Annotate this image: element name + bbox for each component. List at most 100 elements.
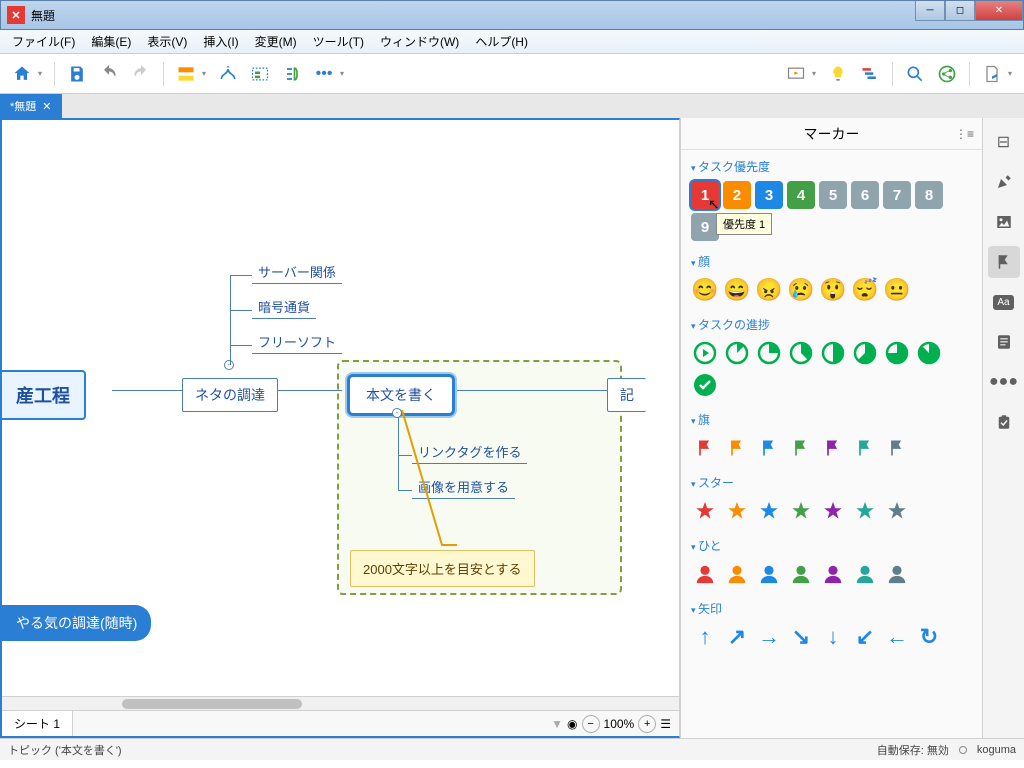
marker-flag[interactable] — [755, 434, 783, 462]
home-dropdown[interactable]: ▾ — [38, 69, 42, 78]
marker-section-title[interactable]: ひと — [691, 537, 972, 554]
image-icon[interactable] — [988, 206, 1020, 238]
marker-progress[interactable] — [851, 339, 879, 367]
marker-arrow[interactable]: ↓ — [819, 623, 847, 651]
maximize-button[interactable]: ◻ — [945, 1, 975, 21]
idea-button[interactable] — [824, 60, 852, 88]
marker-progress[interactable] — [883, 339, 911, 367]
more-button[interactable]: ••• — [310, 60, 338, 88]
menu-edit[interactable]: 編集(E) — [83, 30, 139, 53]
boundary-button[interactable] — [246, 60, 274, 88]
marker-section-title[interactable]: 矢印 — [691, 600, 972, 617]
marker-arrow[interactable]: ↙ — [851, 623, 879, 651]
callout-note[interactable]: 2000文字以上を目安とする — [350, 550, 535, 587]
marker-priority-3[interactable]: 3 — [755, 181, 783, 209]
marker-face[interactable]: 😲 — [819, 276, 847, 304]
marker-flag[interactable] — [851, 434, 879, 462]
zoom-out-button[interactable]: − — [582, 715, 600, 733]
more-dropdown[interactable]: ▾ — [340, 69, 344, 78]
marker-priority-2[interactable]: 2 — [723, 181, 751, 209]
marker-person[interactable] — [883, 560, 911, 588]
marker-star[interactable] — [883, 497, 911, 525]
marker-arrow[interactable]: → — [755, 623, 783, 651]
close-button[interactable]: ✕ — [975, 1, 1023, 21]
search-button[interactable] — [901, 60, 929, 88]
home-button[interactable] — [8, 60, 36, 88]
marker-priority-1[interactable]: 1 — [691, 181, 719, 209]
marker-progress[interactable] — [787, 339, 815, 367]
marker-star[interactable] — [755, 497, 783, 525]
subtopic-freesoft[interactable]: フリーソフト — [252, 330, 342, 354]
marker-person[interactable] — [787, 560, 815, 588]
marker-arrow[interactable]: ↘ — [787, 623, 815, 651]
marker-progress[interactable] — [819, 339, 847, 367]
subtopic-crypto[interactable]: 暗号通貨 — [252, 295, 316, 319]
export-button[interactable] — [978, 60, 1006, 88]
document-tab[interactable]: *無題 ✕ — [0, 94, 62, 118]
minimize-button[interactable]: ─ — [915, 1, 945, 21]
comments-icon[interactable]: ●●● — [988, 366, 1020, 398]
zoom-in-button[interactable]: + — [638, 715, 656, 733]
format-icon[interactable] — [988, 166, 1020, 198]
menu-file[interactable]: ファイル(F) — [4, 30, 83, 53]
tab-close-icon[interactable]: ✕ — [42, 100, 51, 113]
marker-flag[interactable] — [883, 434, 911, 462]
marker-star[interactable] — [723, 497, 751, 525]
menu-modify[interactable]: 変更(M) — [247, 30, 305, 53]
topic-ki[interactable]: 記 — [607, 378, 646, 412]
marker-face[interactable]: 😢 — [787, 276, 815, 304]
marker-face[interactable]: 😊 — [691, 276, 719, 304]
marker-priority-6[interactable]: 6 — [851, 181, 879, 209]
marker-progress[interactable] — [723, 339, 751, 367]
marker-face[interactable]: 😄 — [723, 276, 751, 304]
marker-person[interactable] — [851, 560, 879, 588]
marker-face[interactable]: 😐 — [883, 276, 911, 304]
topic-neta[interactable]: ネタの調達 — [182, 378, 278, 412]
marker-progress[interactable] — [691, 339, 719, 367]
markers-icon[interactable] — [988, 246, 1020, 278]
marker-star[interactable] — [787, 497, 815, 525]
save-button[interactable] — [63, 60, 91, 88]
share-button[interactable] — [933, 60, 961, 88]
subtopic-server[interactable]: サーバー関係 — [252, 260, 342, 284]
marker-person[interactable] — [723, 560, 751, 588]
marker-arrow[interactable]: ← — [883, 623, 911, 651]
topic-button[interactable] — [172, 60, 200, 88]
present-dropdown[interactable]: ▾ — [812, 69, 816, 78]
marker-person[interactable] — [755, 560, 783, 588]
marker-star[interactable] — [819, 497, 847, 525]
menu-icon[interactable]: ☰ — [660, 717, 671, 731]
marker-arrow[interactable]: ↻ — [915, 623, 943, 651]
topic-dropdown[interactable]: ▾ — [202, 69, 206, 78]
marker-arrow[interactable]: ↑ — [691, 623, 719, 651]
marker-flag[interactable] — [819, 434, 847, 462]
menu-view[interactable]: 表示(V) — [139, 30, 195, 53]
marker-flag[interactable] — [787, 434, 815, 462]
marker-section-title[interactable]: タスク優先度 — [691, 158, 972, 175]
marker-flag[interactable] — [723, 434, 751, 462]
summary-button[interactable] — [278, 60, 306, 88]
relationship-button[interactable] — [214, 60, 242, 88]
root-topic[interactable]: 産工程 — [2, 370, 86, 420]
marker-person[interactable] — [691, 560, 719, 588]
marker-star[interactable] — [851, 497, 879, 525]
marker-progress[interactable] — [755, 339, 783, 367]
marker-section-title[interactable]: 顔 — [691, 253, 972, 270]
marker-section-title[interactable]: 旗 — [691, 411, 972, 428]
outline-icon[interactable]: ⊟ — [988, 126, 1020, 158]
horizontal-scrollbar[interactable] — [2, 696, 679, 710]
marker-person[interactable] — [819, 560, 847, 588]
redo-button[interactable] — [127, 60, 155, 88]
marker-progress[interactable] — [691, 371, 719, 399]
export-dropdown[interactable]: ▾ — [1008, 69, 1012, 78]
font-icon[interactable]: Aa — [988, 286, 1020, 318]
sheet-tab[interactable]: シート 1 — [2, 711, 73, 736]
marker-priority-9[interactable]: 9 — [691, 213, 719, 241]
present-button[interactable] — [782, 60, 810, 88]
menu-window[interactable]: ウィンドウ(W) — [372, 30, 467, 53]
marker-section-title[interactable]: スター — [691, 474, 972, 491]
marker-face[interactable]: 😠 — [755, 276, 783, 304]
panel-menu-icon[interactable]: ⋮≡ — [955, 127, 974, 141]
marker-face[interactable]: 😴 — [851, 276, 879, 304]
menu-help[interactable]: ヘルプ(H) — [467, 30, 536, 53]
